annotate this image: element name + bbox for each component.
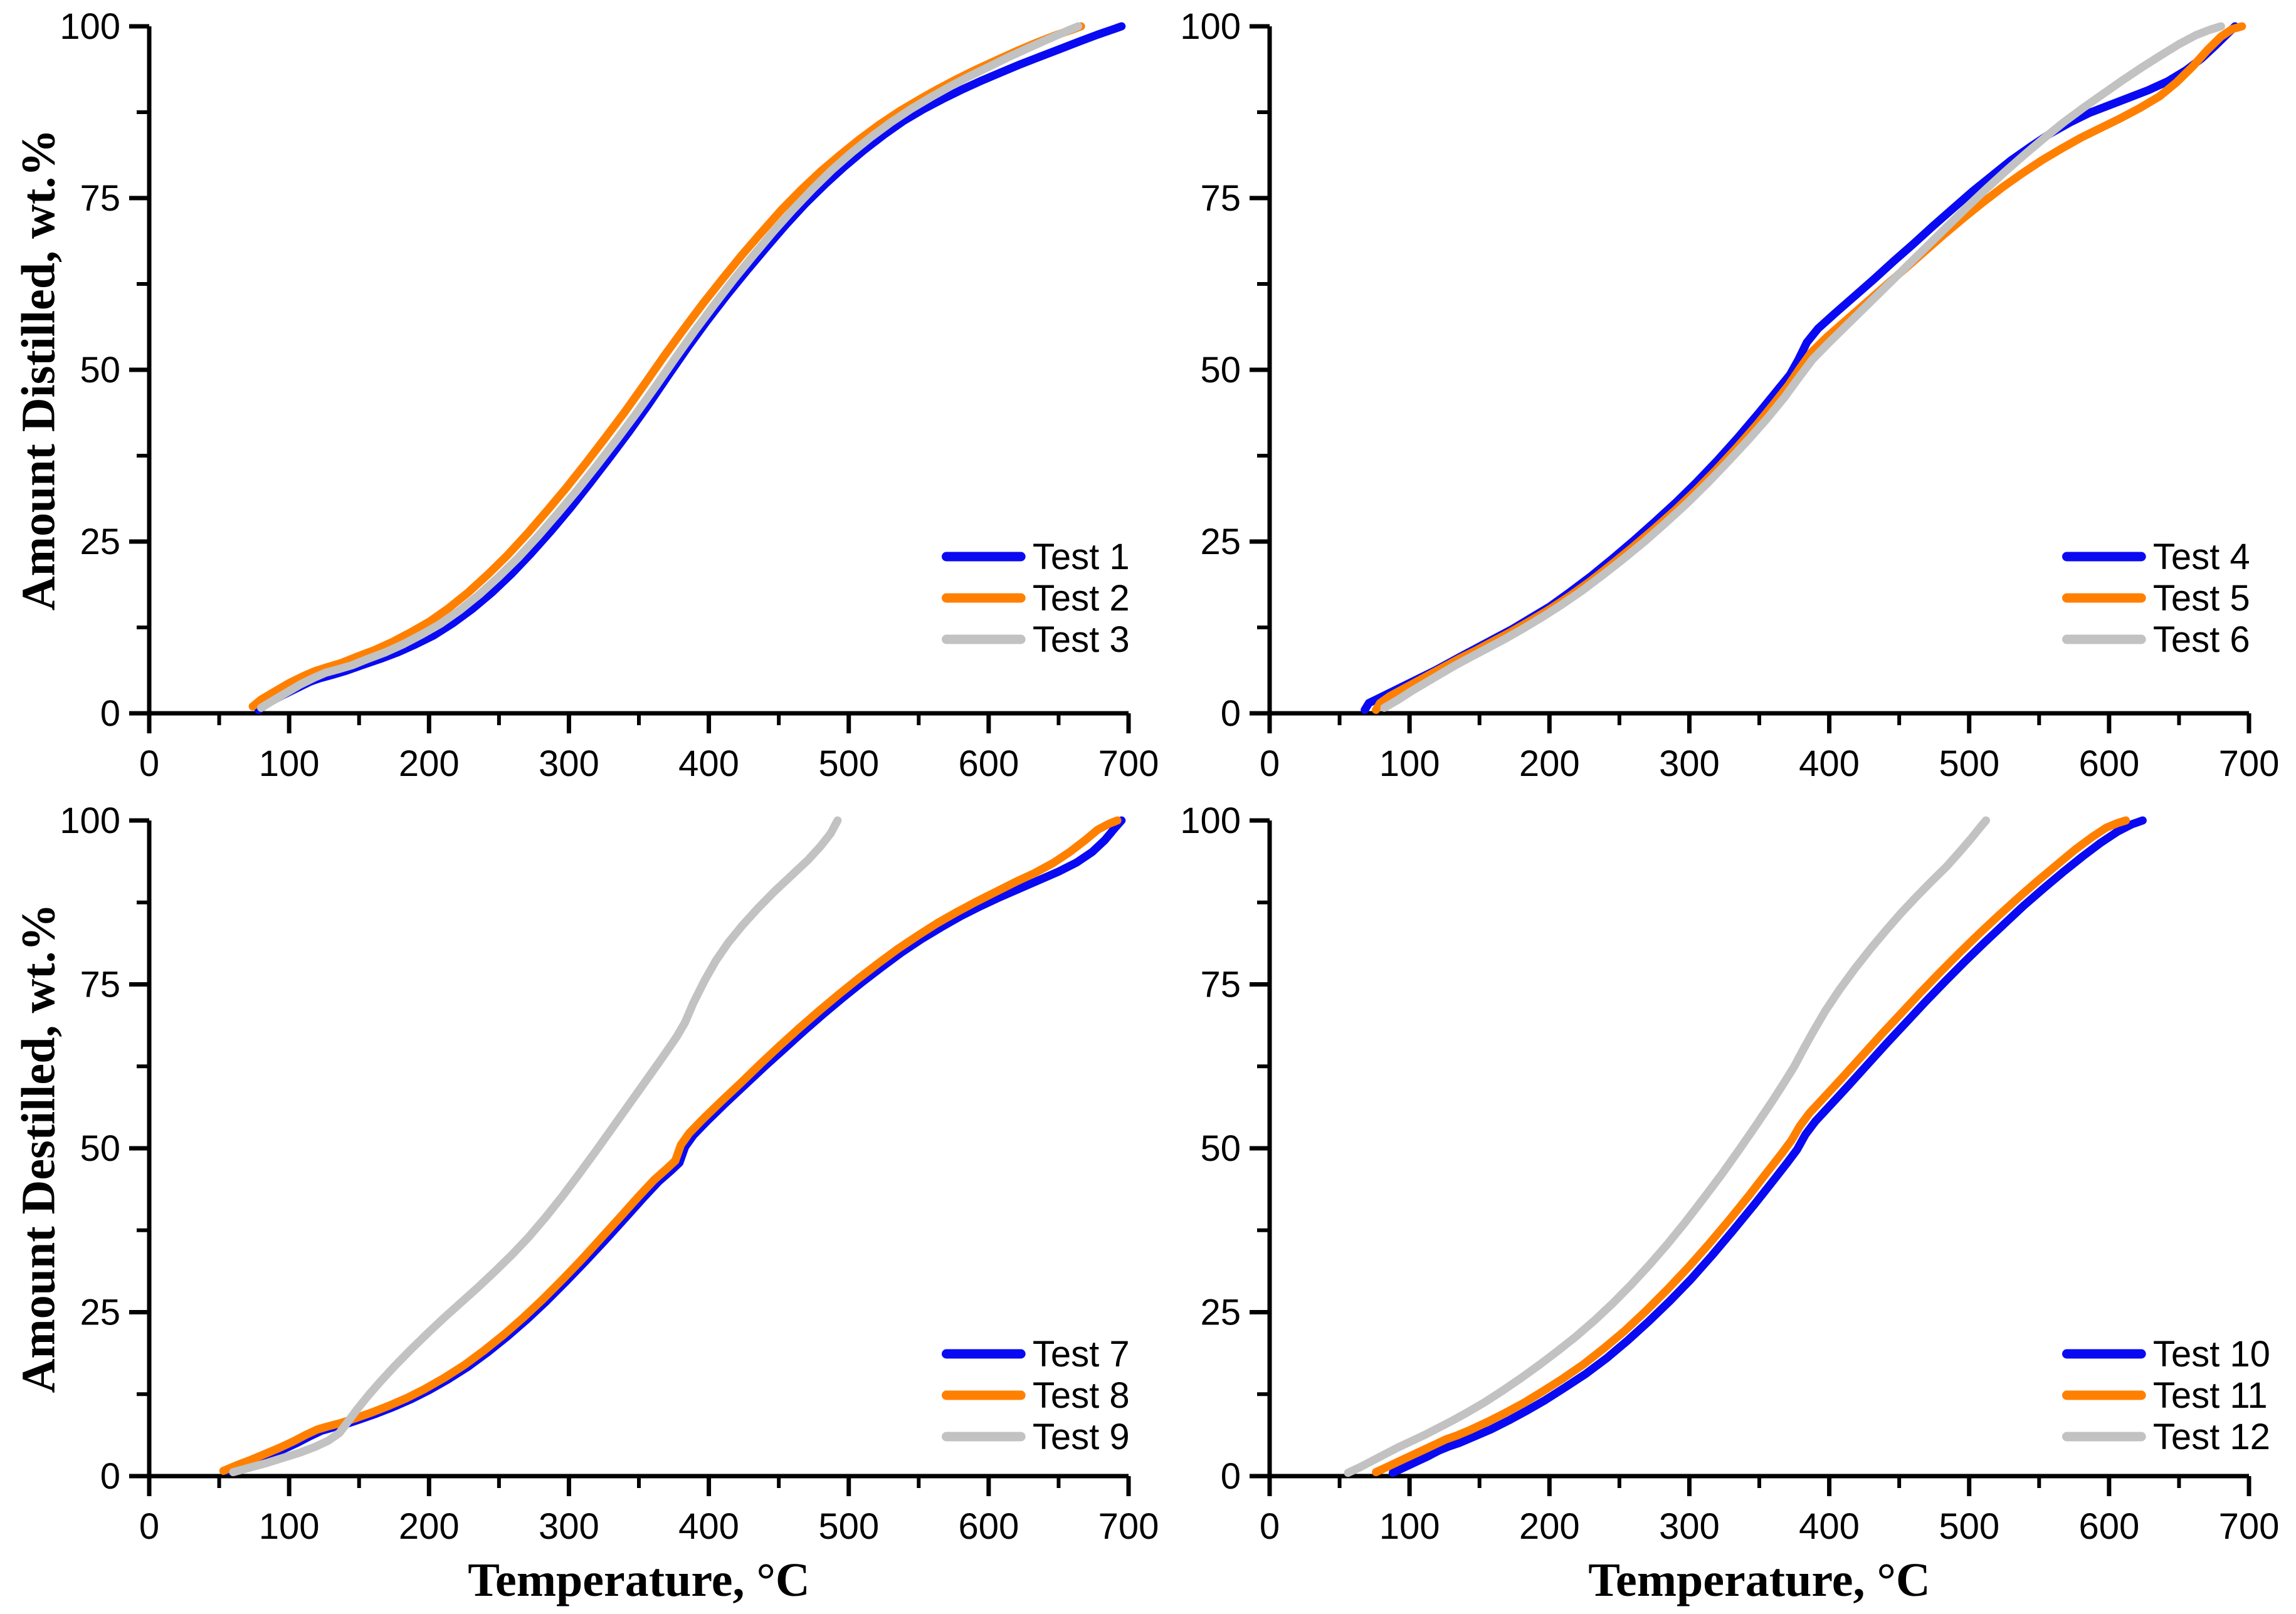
x-tick-label: 200 <box>1519 743 1580 784</box>
y-tick-label: 25 <box>1200 1292 1241 1333</box>
x-tick-label: 400 <box>1799 1506 1860 1547</box>
y-axis-title-top: Amount Distilled, wt.% <box>12 128 65 611</box>
series-line-test-10 <box>1388 816 2147 1477</box>
y-tick-label: 100 <box>60 6 120 47</box>
x-tick-label: 700 <box>1098 743 1159 784</box>
x-tick-label: 500 <box>818 743 879 784</box>
x-tick-label: 300 <box>539 743 599 784</box>
legend-label-test-8: Test 8 <box>1033 1375 1130 1416</box>
y-tick-label: 0 <box>1221 1456 1241 1497</box>
y-tick-label: 25 <box>80 521 120 562</box>
x-tick-label: 500 <box>818 1506 879 1547</box>
series-line-test-11 <box>1372 816 2130 1477</box>
y-tick-label: 100 <box>1180 800 1241 841</box>
series-line-test-6 <box>1380 22 2225 712</box>
series-line-test-12 <box>1344 816 1990 1477</box>
x-tick-label: 600 <box>958 1506 1019 1547</box>
x-tick-label: 400 <box>1799 743 1860 784</box>
x-tick-label: 500 <box>1939 743 1999 784</box>
y-axis-title-bottom: Amount Destilled, wt.% <box>12 903 65 1393</box>
series-line-test-9 <box>229 816 842 1477</box>
y-tick-label: 50 <box>80 350 120 390</box>
x-tick-label: 0 <box>1260 743 1280 784</box>
legend-label-test-11: Test 11 <box>2153 1375 2268 1416</box>
series-line-test-1 <box>254 22 1126 714</box>
x-tick-label: 500 <box>1939 1506 1999 1547</box>
y-tick-label: 75 <box>80 965 120 1005</box>
x-tick-label: 0 <box>139 743 159 784</box>
legend-label-test-9: Test 9 <box>1033 1417 1130 1457</box>
y-tick-label: 25 <box>80 1292 120 1333</box>
series-line-test-3 <box>257 22 1083 712</box>
series-line-test-7 <box>223 816 1126 1475</box>
legend-label-test-10: Test 10 <box>2153 1334 2270 1375</box>
x-tick-label: 200 <box>399 743 460 784</box>
y-tick-label: 75 <box>1200 178 1241 219</box>
x-tick-label: 700 <box>2219 1506 2280 1547</box>
legend-label-test-4: Test 4 <box>2153 537 2250 577</box>
y-tick-label: 100 <box>1180 6 1241 47</box>
legend-label-test-1: Test 1 <box>1033 537 1130 577</box>
x-axis-title-right: Temperature, °C <box>1588 1554 1930 1606</box>
x-tick-label: 600 <box>2078 1506 2139 1547</box>
y-tick-label: 75 <box>80 178 120 219</box>
y-tick-label: 50 <box>1200 1128 1241 1169</box>
x-tick-label: 100 <box>1379 1506 1440 1547</box>
x-tick-label: 0 <box>139 1506 159 1547</box>
legend-label-test-5: Test 5 <box>2153 578 2250 619</box>
x-tick-label: 300 <box>1659 1506 1720 1547</box>
x-tick-label: 700 <box>2219 743 2280 784</box>
x-axis-title-left: Temperature, °C <box>468 1554 810 1606</box>
legend-label-test-6: Test 6 <box>2153 619 2250 660</box>
x-tick-label: 600 <box>2078 743 2139 784</box>
y-tick-label: 75 <box>1200 965 1241 1005</box>
y-tick-label: 50 <box>80 1128 120 1169</box>
y-tick-label: 0 <box>1221 693 1241 734</box>
x-tick-label: 400 <box>678 743 739 784</box>
x-tick-label: 200 <box>399 1506 460 1547</box>
legend-label-test-7: Test 7 <box>1033 1334 1130 1375</box>
x-tick-label: 0 <box>1260 1506 1280 1547</box>
legend-label-test-3: Test 3 <box>1033 619 1130 660</box>
y-tick-label: 50 <box>1200 350 1241 390</box>
y-tick-label: 100 <box>60 800 120 841</box>
x-tick-label: 400 <box>678 1506 739 1547</box>
y-tick-label: 25 <box>1200 521 1241 562</box>
y-tick-label: 0 <box>100 1456 120 1497</box>
legend-label-test-2: Test 2 <box>1033 578 1130 619</box>
x-tick-label: 600 <box>958 743 1019 784</box>
series-line-test-8 <box>219 816 1122 1475</box>
x-tick-label: 300 <box>539 1506 599 1547</box>
x-tick-label: 100 <box>259 743 320 784</box>
y-tick-label: 0 <box>100 693 120 734</box>
x-tick-label: 100 <box>1379 743 1440 784</box>
x-tick-label: 700 <box>1098 1506 1159 1547</box>
x-tick-label: 100 <box>259 1506 320 1547</box>
legend-label-test-12: Test 12 <box>2153 1417 2270 1457</box>
x-tick-label: 300 <box>1659 743 1720 784</box>
x-tick-label: 200 <box>1519 1506 1580 1547</box>
